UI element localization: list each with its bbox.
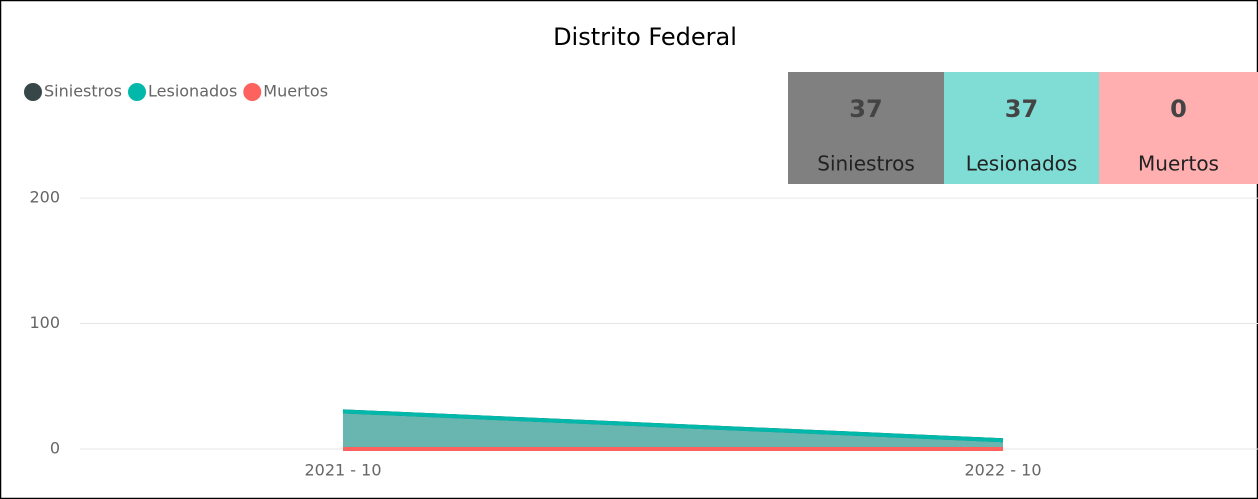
legend-label: Muertos	[263, 82, 328, 101]
area-line	[342, 409, 1004, 443]
kpi-value: 37	[849, 95, 882, 123]
kpi-card	[788, 72, 944, 184]
legend-marker	[243, 83, 262, 101]
kpi-label: Siniestros	[817, 152, 915, 176]
kpi-label: Lesionados	[966, 152, 1078, 176]
x-tick-label: 2021 - 10	[304, 461, 381, 480]
chart-title: Distrito Federal	[553, 23, 737, 51]
legend-label: Lesionados	[148, 82, 237, 101]
kpi-value: 37	[1005, 95, 1038, 123]
area-fill	[343, 411, 1003, 449]
area-fill	[343, 411, 1003, 449]
y-tick-label: 0	[50, 439, 60, 458]
x-tick-label: 2022 - 10	[964, 461, 1041, 480]
y-tick-label: 100	[29, 313, 60, 332]
legend-marker	[128, 83, 146, 101]
kpi-value: 0	[1170, 95, 1187, 123]
kpi-card	[1099, 72, 1258, 184]
legend-label: Siniestros	[44, 82, 122, 101]
kpi-label: Muertos	[1138, 152, 1219, 176]
y-tick-label: 200	[29, 188, 60, 207]
legend-marker	[24, 83, 42, 101]
kpi-card	[944, 72, 1099, 184]
